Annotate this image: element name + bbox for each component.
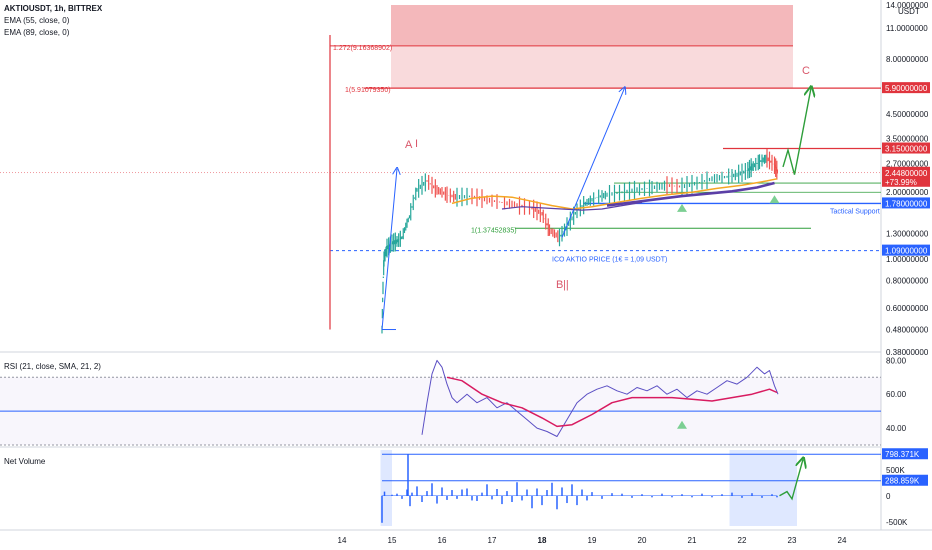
volume-level-label: 288.859K xyxy=(885,477,920,486)
symbol-title: AKTIOUSDT, 1h, BITTREX xyxy=(4,4,103,13)
price-label: 2.44800000 xyxy=(885,169,928,178)
volume-level-label: 798.371K xyxy=(885,450,920,459)
rsi-tick-label: 60.00 xyxy=(886,390,907,399)
price-tick-label: 4.50000000 xyxy=(886,110,929,119)
fib-1-low-label: 1(1.37452835) xyxy=(471,227,517,234)
wave-a-label: A xyxy=(405,139,413,151)
time-tick-label: 18 xyxy=(538,536,547,545)
time-tick-label: 21 xyxy=(688,536,697,545)
price-tick-label: 3.50000000 xyxy=(886,134,929,143)
tactical-support-label: Tactical Support xyxy=(830,208,880,215)
wave-b-mark: || xyxy=(563,279,569,291)
support-triangle xyxy=(677,203,687,212)
price-tick-label: 11.0000000 xyxy=(886,24,928,33)
price-label: 1.78000000 xyxy=(885,199,928,208)
time-tick-label: 15 xyxy=(388,536,397,545)
time-tick-label: 19 xyxy=(588,536,597,545)
rsi-legend: RSI (21, close, SMA, 21, 2) xyxy=(4,362,101,371)
wave-a-mark: I xyxy=(415,138,418,150)
time-tick-label: 24 xyxy=(838,536,847,545)
price-label-box xyxy=(882,197,930,209)
ema55-legend: EMA (55, close, 0) xyxy=(4,16,70,25)
price-label: 1.09000000 xyxy=(885,247,928,256)
price-tick-label: 1.00000000 xyxy=(886,255,929,264)
fib-1272-label: 1.272(9.16368902) xyxy=(333,45,392,52)
volume-level-box xyxy=(882,474,928,486)
volume-tick-label: -500K xyxy=(886,518,908,527)
time-tick-label: 14 xyxy=(338,536,347,545)
target-zone-upper xyxy=(391,5,793,46)
price-label-box xyxy=(882,82,930,94)
price-tick-label: 14.0000000 xyxy=(886,1,929,10)
ema55-line xyxy=(451,178,778,210)
price-tick-label: 2.70000000 xyxy=(886,159,929,168)
price-tick-label: 2.00000000 xyxy=(886,188,929,197)
rsi-tick-label: 40.00 xyxy=(886,424,907,433)
price-tick-label: 0.48000000 xyxy=(886,326,929,335)
rsi-triangle xyxy=(677,420,687,429)
time-tick-label: 20 xyxy=(638,536,647,545)
price-label-box xyxy=(882,142,930,154)
time-tick-label: 16 xyxy=(438,536,447,545)
support-triangle xyxy=(769,195,780,204)
price-tick-label: 0.80000000 xyxy=(886,276,929,285)
time-tick-label: 22 xyxy=(738,536,747,545)
volume-level-box xyxy=(882,448,928,460)
price-label: 3.15000000 xyxy=(885,145,928,154)
rsi-tick-label: 80.00 xyxy=(886,356,907,365)
target-zone-lower xyxy=(391,45,793,89)
ico-price-label: ICO AKTIO PRICE (1€ = 1,09 USDT) xyxy=(552,257,667,264)
currency-label: USDT xyxy=(898,7,920,16)
wave-c-label: C xyxy=(802,65,810,77)
wave-b-label: B xyxy=(556,279,563,291)
rsi-ma-line xyxy=(446,376,778,428)
price-tick-label: 0.60000000 xyxy=(886,304,929,313)
projection-arrow-c xyxy=(782,88,811,175)
volume-highlight-box-left xyxy=(380,450,392,526)
time-tick-label: 17 xyxy=(488,536,497,545)
fib-1-label: 1(5.91079350) xyxy=(345,87,391,94)
ema89-line xyxy=(501,201,643,211)
price-tick-label: 8.00000000 xyxy=(886,55,929,64)
time-tick-label: 23 xyxy=(788,536,797,545)
volume-projection-arrow xyxy=(779,459,804,501)
projection-arrow-b xyxy=(561,88,625,238)
ema89-line-bold xyxy=(606,181,775,207)
ema89-legend: EMA (89, close, 0) xyxy=(4,28,70,37)
price-tick-label: 0.38000000 xyxy=(886,348,929,357)
price-tick-label: 1.30000000 xyxy=(886,230,929,239)
impulse-arrow-a xyxy=(381,169,397,330)
volume-legend: Net Volume xyxy=(4,457,46,466)
price-label-box xyxy=(882,166,930,187)
price-change-label: +73.99% xyxy=(885,178,917,187)
price-label: 5.90000000 xyxy=(885,84,928,93)
price-label-box xyxy=(882,244,930,256)
volume-highlight-box-right xyxy=(729,450,797,526)
rsi-line xyxy=(421,359,779,437)
volume-tick-label: 0 xyxy=(886,492,891,501)
volume-tick-label: 500K xyxy=(886,466,905,475)
